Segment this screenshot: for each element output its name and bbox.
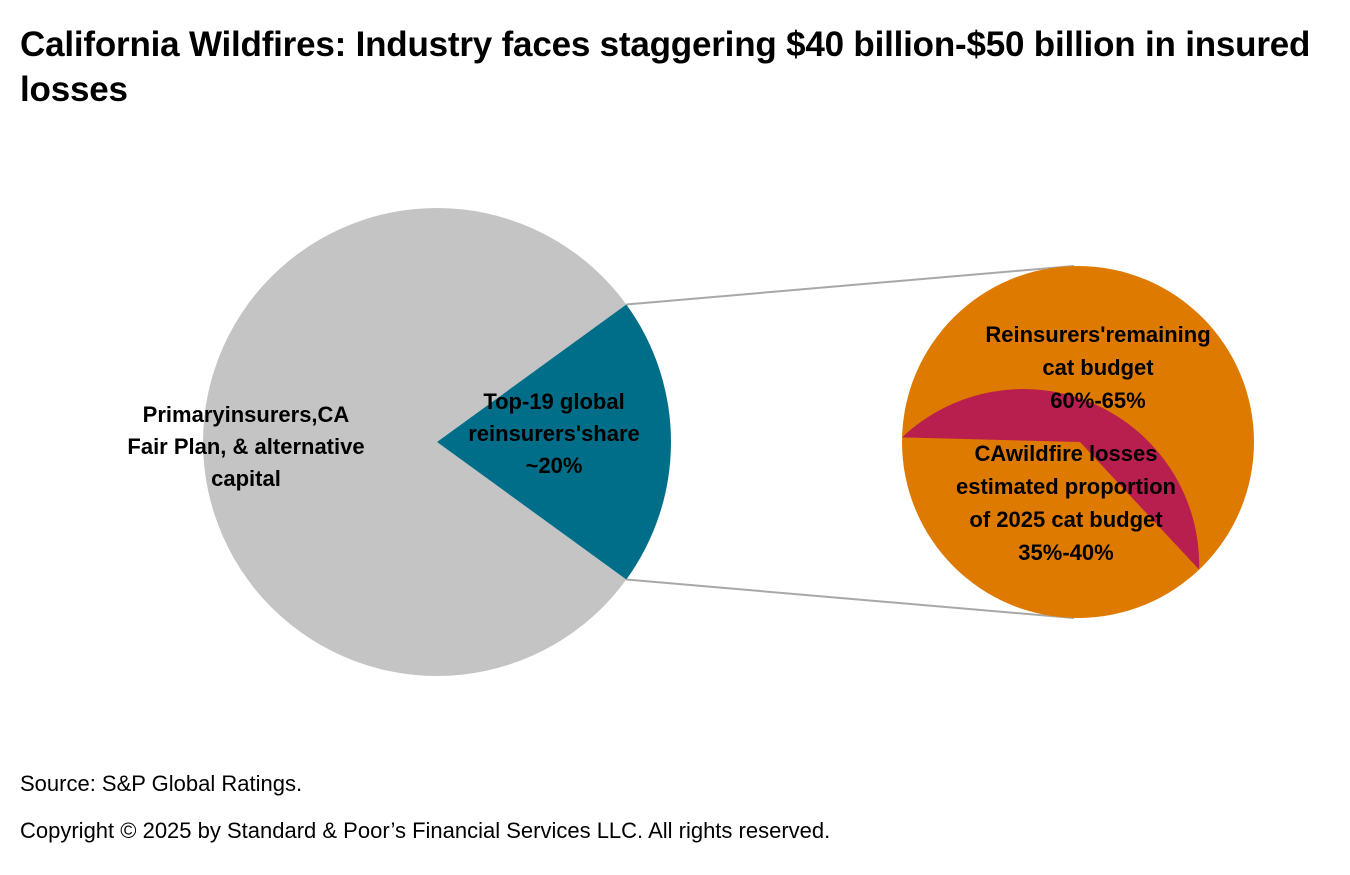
label-primary-insurers: Primaryinsurers,CA Fair Plan, & alternati… [127,402,364,491]
label-ca-wildfire-losses: CAwildfire losses estimated proportion of … [956,441,1176,565]
label-remaining-cat-budget: Reinsurers'remaining cat budget 60%-65% [985,322,1210,413]
slice-ca-wildfire-losses [902,389,1200,570]
secondary-pie [902,266,1254,618]
connector-line-bottom [626,578,1075,619]
connector-line-top [626,265,1075,306]
label-reinsurers-share: Top-19 global reinsurers'share ~20% [468,389,640,478]
connector-lines [626,265,1075,619]
chart-title: California Wildfires: Industry faces sta… [20,25,1311,109]
source-note: Source: S&P Global Ratings. [20,771,303,796]
main-pie [202,207,671,676]
slice-primary-insurers [202,207,627,676]
copyright-note: Copyright © 2025 by Standard & Poor’s Fi… [20,818,831,843]
slice-reinsurers-share [437,304,671,580]
slice-labels: Primaryinsurers,CA Fair Plan, & alternati… [127,322,1210,565]
